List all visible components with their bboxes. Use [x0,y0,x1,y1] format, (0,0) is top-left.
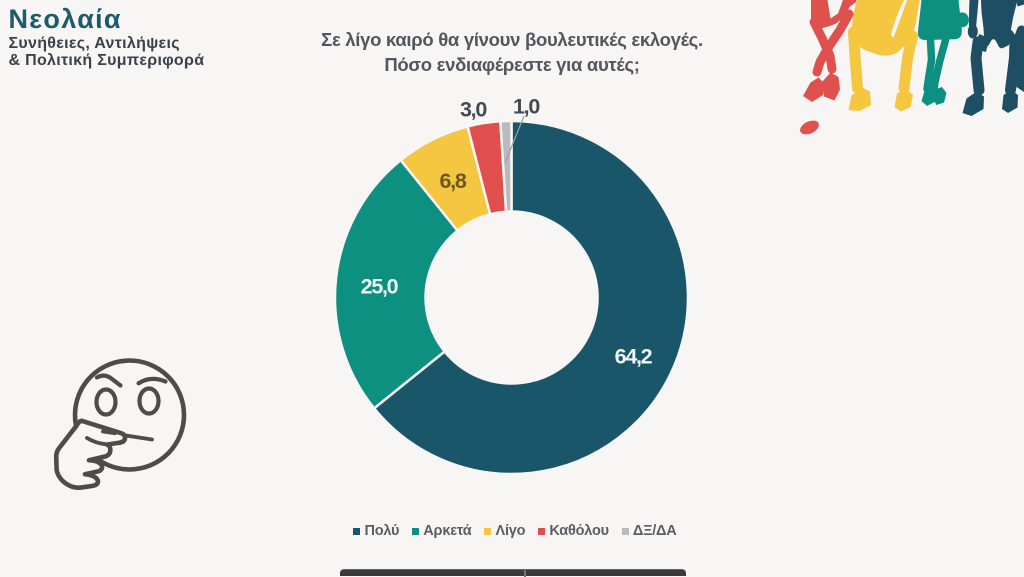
svg-text:1,0: 1,0 [513,95,540,119]
svg-text:25,0: 25,0 [361,275,399,299]
svg-text:6,8: 6,8 [440,169,467,193]
svg-text:64,2: 64,2 [615,345,653,369]
svg-text:3,0: 3,0 [460,98,487,122]
